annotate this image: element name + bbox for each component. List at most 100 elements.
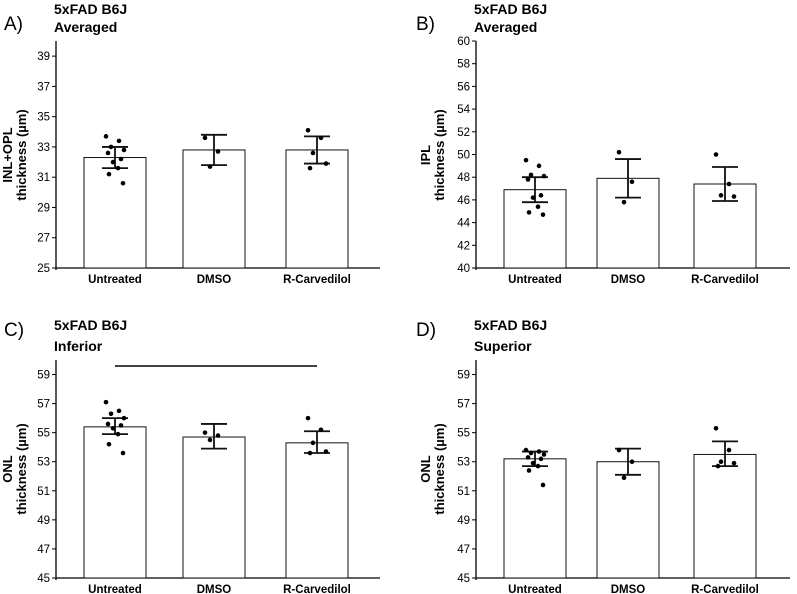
y-tick-label: 48 (457, 172, 470, 184)
bar (503, 458, 567, 579)
y-tick-label: 54 (457, 104, 470, 116)
data-point (323, 449, 329, 454)
bar (182, 149, 246, 269)
data-point (530, 460, 536, 466)
data-point (538, 456, 544, 462)
y-tick-label: 29 (37, 202, 50, 214)
data-point (207, 437, 213, 443)
category-label: Untreated (88, 274, 142, 286)
data-point (541, 173, 547, 179)
panel-c-plot: 45 47 49 51 53 55 57 59 Untreated DMSO R-Carvedilo… (37, 360, 380, 594)
data-point (616, 447, 622, 453)
y-tick-label: 52 (457, 127, 470, 139)
panel-b-title: 5xFAD B6J (474, 1, 547, 17)
panel-a-ylabel-top: INL+OPL (0, 127, 15, 182)
data-point (526, 210, 532, 215)
data-point (523, 447, 529, 453)
category-label: Untreated (88, 584, 142, 594)
data-point (718, 459, 724, 465)
data-point (115, 165, 121, 171)
y-tick-label: 56 (457, 81, 470, 93)
data-point (110, 426, 116, 431)
data-point (726, 447, 732, 453)
data-point (305, 127, 311, 133)
data-point (616, 149, 622, 155)
panel-b: B) 5xFAD B6J Averaged IPL thickness (µm)… (416, 1, 790, 286)
data-point (121, 415, 127, 421)
bar (285, 149, 349, 269)
data-point (310, 440, 316, 446)
data-point (621, 475, 627, 481)
data-point (106, 441, 112, 447)
data-point (713, 152, 719, 157)
y-tick-label: 57 (37, 399, 50, 411)
data-point (726, 181, 732, 187)
data-point (116, 138, 122, 144)
data-point (541, 452, 547, 457)
y-tick-label: 49 (37, 515, 50, 527)
data-point (202, 430, 208, 435)
data-point (307, 165, 313, 171)
data-point (118, 423, 124, 428)
category-label: R-Carvedilol (283, 274, 351, 286)
category-label: DMSO (197, 274, 232, 286)
data-point (115, 431, 121, 437)
panel-b-ylabel: thickness (µm) (432, 109, 447, 200)
data-point (523, 157, 529, 163)
data-point (629, 459, 635, 465)
panel-b-plot: 40 42 44 46 48 50 52 54 56 58 60 Untreated DMSO R-Car… (457, 36, 790, 286)
bar (693, 453, 757, 579)
data-point (530, 195, 536, 200)
category-label: R-Carvedilol (283, 584, 351, 594)
category-label: Untreated (508, 274, 562, 286)
y-tick-label: 46 (457, 195, 470, 207)
y-tick-label: 57 (457, 399, 470, 411)
y-tick-label: 27 (37, 233, 50, 245)
panel-b-subtitle: Averaged (474, 19, 537, 35)
data-point (120, 180, 126, 186)
data-point (323, 161, 329, 166)
y-tick-label: 58 (457, 59, 470, 71)
bar (83, 426, 147, 579)
category-label: DMSO (611, 274, 646, 286)
data-point (535, 204, 541, 210)
data-point (538, 193, 544, 198)
y-tick-label: 45 (37, 573, 50, 585)
y-tick-label: 53 (457, 457, 470, 469)
y-tick-label: 53 (37, 457, 50, 469)
panel-c-subtitle: Inferior (54, 338, 103, 354)
data-point (215, 433, 221, 438)
category-label: DMSO (197, 584, 232, 594)
data-point (207, 164, 213, 169)
data-point (116, 408, 122, 414)
category-label: DMSO (611, 584, 646, 594)
y-tick-label: 49 (457, 515, 470, 527)
data-point (526, 468, 532, 473)
data-point (202, 135, 208, 141)
y-tick-label: 25 (37, 263, 50, 275)
y-tick-label: 44 (457, 218, 470, 230)
data-point (525, 177, 531, 182)
panel-b-ylabel-top: IPL (418, 145, 433, 165)
y-tick-label: 45 (457, 573, 470, 585)
category-label: R-Carvedilol (691, 584, 759, 594)
data-point (715, 463, 721, 469)
panel-a-plot: 25 27 29 31 33 35 37 39 Untreated DMSO R-Carvedilo… (37, 41, 380, 286)
bar (285, 442, 349, 579)
panel-c: C) 5xFAD B6J Inferior ONL thickness (µm)… (0, 317, 380, 594)
data-point (103, 134, 109, 139)
y-tick-label: 50 (457, 150, 470, 162)
y-tick-label: 31 (37, 172, 50, 184)
y-tick-label: 42 (457, 240, 470, 252)
data-point (310, 150, 316, 156)
panel-d-ylabel-top: ONL (418, 455, 433, 483)
data-point (629, 179, 635, 185)
category-label: Untreated (508, 584, 562, 594)
panel-a: A) 5xFAD B6J Averaged INL+OPL thickness … (0, 1, 380, 286)
y-tick-label: 37 (37, 81, 50, 93)
data-point (540, 212, 546, 217)
panel-c-letter: C) (4, 320, 24, 341)
y-tick-label: 59 (457, 370, 470, 382)
data-point (731, 460, 737, 466)
